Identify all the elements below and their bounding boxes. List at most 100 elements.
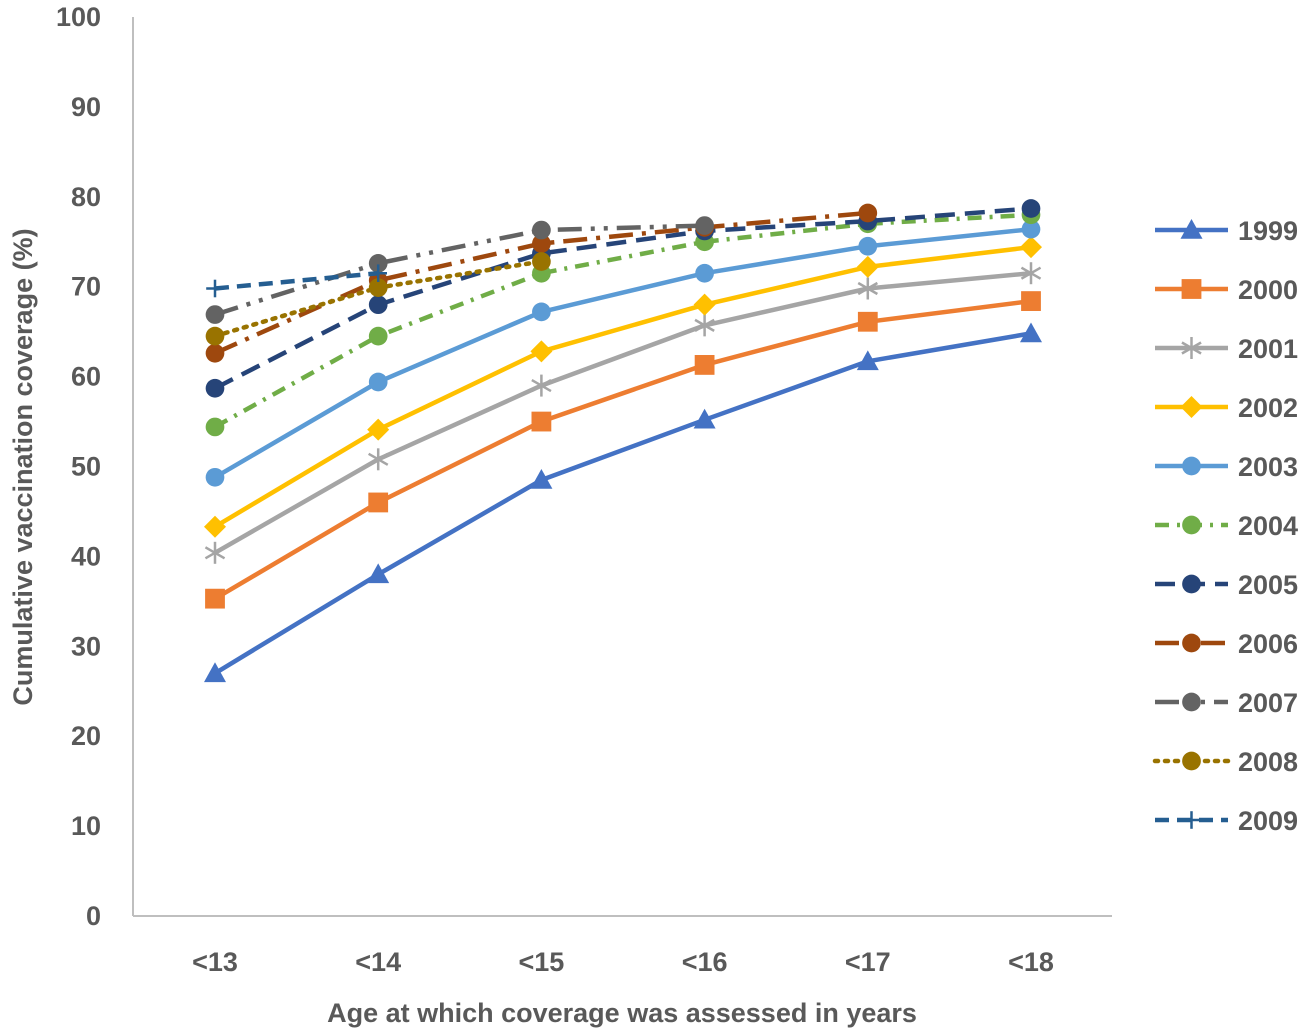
legend-label: 2008 [1238, 747, 1298, 777]
data-point-2002 [1020, 236, 1042, 259]
legend-label: 2003 [1238, 452, 1298, 482]
legend-item-2008: 2008 [1152, 747, 1298, 777]
y-tick-label: 100 [56, 2, 101, 32]
data-point-2003 [1021, 219, 1041, 239]
series-line-2004 [213, 212, 1032, 429]
data-point-2001 [368, 448, 389, 471]
data-point-2007 [368, 253, 388, 273]
series-line-2007 [214, 223, 705, 317]
legend-item-2004: 2004 [1155, 511, 1298, 541]
data-point-2005 [205, 378, 225, 398]
data-point-1999 [204, 662, 226, 683]
x-axis-title: Age at which coverage was assessed in ye… [327, 998, 917, 1028]
y-tick-labels: 0 10 20 30 40 50 60 70 80 90 100 [56, 2, 101, 931]
y-tick-label: 90 [71, 92, 101, 122]
data-point-1999 [367, 563, 390, 584]
y-tick-label: 70 [71, 272, 101, 302]
legend-label: 2001 [1238, 334, 1298, 364]
legend-label: 2009 [1238, 806, 1298, 836]
data-point-2006 [858, 203, 878, 223]
legend-item-2003: 2003 [1155, 452, 1298, 482]
data-point-2001 [531, 374, 552, 397]
y-tick-label: 40 [71, 541, 101, 571]
x-tick-label: <16 [682, 947, 728, 977]
data-point-2002 [204, 515, 226, 538]
data-point-2003 [695, 263, 714, 283]
legend-label: 2004 [1238, 511, 1298, 541]
data-point-1999 [1020, 322, 1042, 343]
legend-marker [1181, 337, 1202, 359]
data-point-2001 [857, 277, 878, 300]
data-point-2000 [694, 355, 715, 375]
y-tick-label: 0 [86, 901, 101, 931]
legend-item-2006: 2006 [1155, 629, 1298, 659]
data-point-2007 [205, 305, 225, 324]
data-point-2006 [205, 343, 225, 363]
legend-item-2007: 2007 [1155, 688, 1298, 718]
data-point-2005 [368, 295, 388, 315]
data-point-2003 [205, 467, 225, 487]
legend-marker [1182, 515, 1201, 535]
data-point-2002 [367, 418, 390, 441]
legend-item-2001: 2001 [1155, 334, 1298, 364]
legend-label: 2007 [1238, 688, 1298, 718]
data-point-2007 [532, 220, 551, 240]
x-tick-label: <17 [845, 947, 891, 977]
data-point-2003 [532, 302, 551, 322]
data-point-2009 [369, 264, 387, 283]
series-2003 [205, 219, 1041, 487]
legend-label: 2002 [1238, 393, 1298, 423]
series-line-2003 [213, 226, 1032, 480]
legend-item-1999: 1999 [1155, 216, 1298, 246]
legend-item-2002: 2002 [1155, 393, 1298, 423]
series-line-2002 [213, 244, 1032, 529]
data-point-2000 [368, 492, 389, 513]
x-tick-label: <14 [355, 947, 401, 977]
series-2008 [205, 252, 551, 346]
series-1999 [204, 322, 1042, 683]
y-tick-label: 30 [71, 631, 101, 661]
x-tick-labels: <13 <14 <15 <16 <17 <18 [192, 947, 1054, 977]
series-line-2009 [214, 270, 379, 291]
y-tick-label: 80 [71, 182, 101, 212]
legend-marker [1181, 279, 1202, 299]
data-point-2000 [857, 311, 878, 332]
x-tick-label: <15 [518, 947, 564, 977]
legend-marker [1182, 692, 1201, 712]
data-point-2001 [694, 314, 715, 337]
series-line-2006 [214, 210, 868, 356]
series-line-2001 [213, 270, 1032, 555]
x-tick-label: <13 [192, 947, 238, 977]
legend-label: 1999 [1238, 216, 1298, 246]
data-point-1999 [856, 350, 879, 371]
legend-marker [1182, 456, 1201, 476]
y-axis-title: Cumulative vaccination coverage (%) [8, 228, 38, 705]
data-point-2008 [532, 252, 551, 271]
y-tick-label: 60 [71, 362, 101, 392]
legend-label: 2005 [1238, 570, 1298, 600]
data-point-2003 [858, 236, 878, 256]
series-2007 [205, 216, 714, 324]
data-point-2002 [693, 293, 716, 316]
legend-marker [1180, 219, 1203, 239]
series-2000 [205, 291, 1041, 609]
y-tick-label: 50 [71, 452, 101, 482]
data-point-2002 [530, 340, 553, 363]
series-line-1999 [213, 331, 1032, 676]
data-point-2000 [1021, 291, 1041, 311]
series-2009 [206, 264, 387, 298]
axes [132, 17, 1112, 917]
data-point-2001 [204, 541, 226, 564]
data-point-2000 [205, 588, 225, 609]
data-point-2000 [531, 411, 552, 432]
data-point-2004 [205, 417, 225, 437]
legend: 1999 2000 2001 2002 2003 2004 2005 2006 2007 2008… [1152, 216, 1298, 836]
legend-marker [1182, 574, 1201, 594]
data-point-1999 [693, 408, 716, 429]
series-2002 [204, 236, 1042, 538]
legend-marker [1180, 396, 1203, 418]
data-point-2001 [1020, 262, 1042, 285]
data-point-2004 [368, 326, 388, 346]
